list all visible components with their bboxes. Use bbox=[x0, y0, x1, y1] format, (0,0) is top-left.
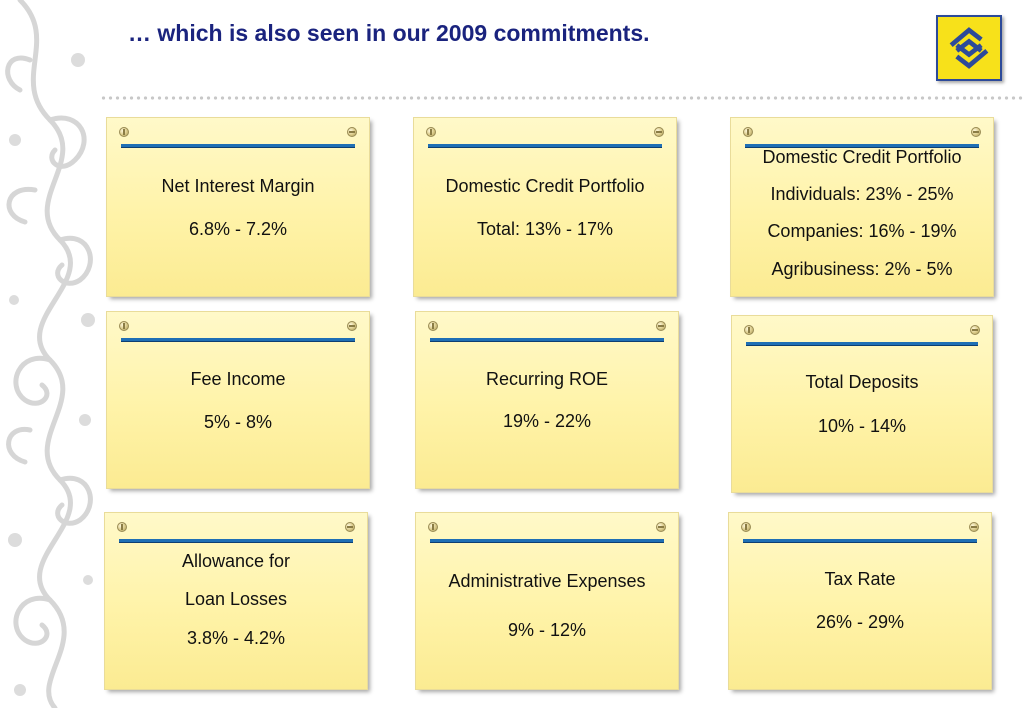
card-value: Individuals: 23% - 25% bbox=[770, 184, 954, 204]
commitment-card-fee-income: Fee Income 5% - 8% bbox=[107, 312, 369, 488]
card-value: 19% - 22% bbox=[502, 411, 592, 431]
floral-ornament bbox=[5, 0, 95, 708]
screw-pin-icon bbox=[969, 522, 979, 532]
commitment-card-tax-rate: Tax Rate 26% - 29% bbox=[729, 513, 991, 689]
dotted-divider bbox=[100, 96, 1023, 100]
screw-pin-icon bbox=[426, 127, 436, 137]
card-rule bbox=[745, 144, 979, 148]
card-rule bbox=[743, 539, 977, 543]
screw-pin-icon bbox=[117, 522, 127, 532]
screw-pin-icon bbox=[656, 321, 666, 331]
slide-title: … which is also seen in our 2009 commitm… bbox=[128, 20, 650, 46]
card-label: Loan Losses bbox=[184, 589, 288, 609]
banco-do-brasil-logo-icon bbox=[936, 15, 1002, 81]
card-value: 9% - 12% bbox=[507, 620, 587, 640]
card-label: Recurring ROE bbox=[485, 369, 609, 389]
screw-pin-icon bbox=[656, 522, 666, 532]
commitment-card-domestic-credit-total: Domestic Credit Portfolio Total: 13% - 1… bbox=[414, 118, 676, 296]
screw-pin-icon bbox=[119, 321, 129, 331]
screw-pin-icon bbox=[971, 127, 981, 137]
page-number: 29 bbox=[25, 674, 39, 688]
card-rule bbox=[121, 144, 355, 148]
screw-pin-icon bbox=[428, 321, 438, 331]
card-rule bbox=[428, 144, 662, 148]
card-value: 3.8% - 4.2% bbox=[186, 628, 286, 648]
commitment-card-administrative-expenses: Administrative Expenses 9% - 12% bbox=[416, 513, 678, 689]
card-value: 5% - 8% bbox=[203, 412, 273, 432]
card-value: Agribusiness: 2% - 5% bbox=[771, 259, 953, 279]
card-label: Domestic Credit Portfolio bbox=[445, 176, 645, 196]
card-value: Total: 13% - 17% bbox=[476, 219, 614, 239]
card-rule bbox=[121, 338, 355, 342]
screw-pin-icon bbox=[743, 127, 753, 137]
card-value: 10% - 14% bbox=[817, 416, 907, 436]
card-label: Administrative Expenses bbox=[448, 571, 646, 591]
card-label: Net Interest Margin bbox=[161, 176, 315, 196]
card-rule bbox=[119, 539, 353, 543]
card-label: Domestic Credit Portfolio bbox=[762, 147, 962, 167]
card-label: Allowance for bbox=[181, 551, 291, 571]
screw-pin-icon bbox=[428, 522, 438, 532]
commitment-card-net-interest-margin: Net Interest Margin 6.8% - 7.2% bbox=[107, 118, 369, 296]
commitment-card-total-deposits: Total Deposits 10% - 14% bbox=[732, 316, 992, 492]
screw-pin-icon bbox=[741, 522, 751, 532]
card-rule bbox=[430, 539, 664, 543]
card-rule bbox=[746, 342, 978, 346]
screw-pin-icon bbox=[347, 321, 357, 331]
screw-pin-icon bbox=[345, 522, 355, 532]
card-rule bbox=[430, 338, 664, 342]
commitment-card-allowance-loan-losses: Allowance for Loan Losses 3.8% - 4.2% bbox=[105, 513, 367, 689]
screw-pin-icon bbox=[347, 127, 357, 137]
card-value: 6.8% - 7.2% bbox=[188, 219, 288, 239]
screw-pin-icon bbox=[744, 325, 754, 335]
screw-pin-icon bbox=[970, 325, 980, 335]
screw-pin-icon bbox=[654, 127, 664, 137]
commitment-card-recurring-roe: Recurring ROE 19% - 22% bbox=[416, 312, 678, 488]
screw-pin-icon bbox=[119, 127, 129, 137]
card-label: Tax Rate bbox=[824, 569, 896, 589]
card-value: Companies: 16% - 19% bbox=[767, 221, 957, 241]
card-label: Fee Income bbox=[190, 369, 286, 389]
commitment-card-domestic-credit-breakdown: Domestic Credit Portfolio Individuals: 2… bbox=[731, 118, 993, 296]
card-label: Total Deposits bbox=[805, 372, 919, 392]
card-value: 26% - 29% bbox=[815, 612, 905, 632]
